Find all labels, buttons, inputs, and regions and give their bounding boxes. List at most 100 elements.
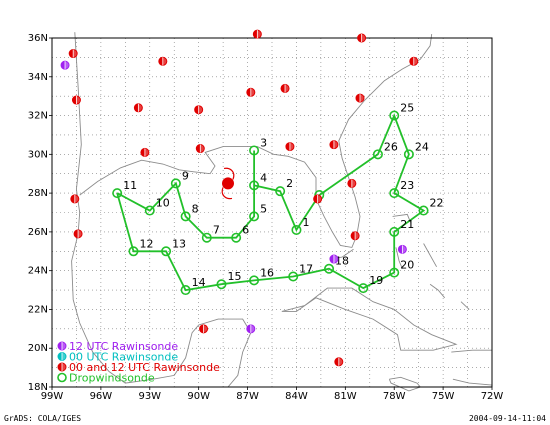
lon-tick-label: 72W [481,391,504,402]
lon-tick-label: 84W [285,391,308,402]
dropwindsonde-label: 4 [260,171,267,184]
rawinsonde-00-12 [350,231,360,241]
dropwindsonde-label: 9 [182,169,189,182]
hurricane-symbol [221,167,235,200]
coastline-segment [429,283,446,299]
dropwindsonde-label: 22 [430,197,444,210]
dropwindsonde-label: 10 [156,197,170,210]
lon-tick-label: 75W [432,391,455,402]
rawinsonde-00-12 [70,194,80,204]
rawinsonde-00-12 [68,49,78,59]
dropwindsonde-label: 18 [335,255,349,268]
dropwindsonde-point [249,275,260,286]
lon-tick-label: 81W [334,391,357,402]
rawinsonde-00-12 [246,87,256,97]
dropwindsonde-label: 26 [384,140,398,153]
rawinsonde-stations [60,29,419,367]
dropwindsonde-point [216,279,227,290]
lon-tick-label: 99W [41,391,64,402]
dropwindsonde-label: 7 [213,224,220,237]
dropwindsonde-point [389,188,400,199]
footer-timestamp: 2004-09-14-11:04 [469,414,546,423]
rawinsonde-00-12 [140,147,150,157]
rawinsonde-00-12 [329,140,339,150]
rawinsonde-00-12 [194,105,204,115]
rawinsonde-00-12 [355,93,365,103]
rawinsonde-00-12 [334,357,344,367]
dropwindsonde-label: 14 [192,276,206,289]
dropwindsonde-label: 16 [260,266,274,279]
coastline-segment [392,213,411,223]
dropwindsonde-point [170,178,181,189]
dropwindsonde-label: 17 [299,262,313,275]
dropwindsonde-point [128,246,139,257]
latitude-tick-labels: 18N 20N 22N 24N 26N 28N 30N 32N 34N 36N [28,33,52,393]
lat-tick-label: 36N [28,33,48,44]
rawinsonde-12 [60,60,70,70]
map-frame [51,37,493,388]
rawinsonde-00-12 [280,83,290,93]
dropwindsonde-label: 12 [139,237,153,250]
lon-tick-label: 93W [138,391,161,402]
dropwindsonde-point [288,271,299,282]
dropwindsonde-point [161,246,172,257]
lon-tick-label: 78W [383,391,406,402]
dropwindsonde-flight-path [116,113,426,292]
dropwindsonde-point [201,232,212,243]
rawinsonde-00-12 [71,95,81,105]
lat-tick-label: 34N [28,72,48,83]
dropwindsonde-point [389,110,400,121]
rawinsonde-00-12 [252,29,262,39]
lon-tick-label: 87W [236,391,259,402]
longitude-tick-labels: 99W 96W 93W 90W 87W 84W 81W 78W 75W 72W [41,387,504,402]
dropwindsonde-label: 13 [172,237,186,250]
rawinsonde-00-12 [357,33,367,43]
coastline-segment [451,349,492,353]
dropwindsonde-point [144,205,155,216]
dropwindsonde-point [249,180,260,191]
coastline-segment [71,32,252,388]
dropwindsonde-point [249,145,260,156]
dropwindsonde-label: 21 [400,218,414,231]
rawinsonde-00-12 [158,56,168,66]
lat-tick-label: 30N [28,149,48,160]
coastline-segment [423,243,437,268]
coastline-segment [395,247,403,269]
dropwindsonde-label: 8 [192,202,199,215]
rawinsonde-00-12 [73,229,83,239]
legend-rawinsonde-icon [57,341,67,351]
dropwindsonde-point [291,224,302,235]
legend-label: 12 UTC Rawinsonde [69,340,178,353]
dropwindsonde-point [231,232,242,243]
dropwindsonde-label: 24 [415,140,429,153]
dropwindsonde-label: 25 [400,102,414,115]
dropwindsonde-point [324,263,335,274]
dropwindsonde-label: 6 [242,224,249,237]
rawinsonde-12 [329,254,339,264]
lat-tick-label: 24N [28,266,48,277]
rawinsonde-00-12 [195,144,205,154]
dropwindsonde-label: 20 [400,259,414,272]
dropwindsonde-label: 1 [302,216,309,229]
dropwindsonde-label: 23 [400,179,414,192]
dropwindsonde-label: 11 [123,179,137,192]
dropwindsonde-point [389,226,400,237]
dropwindsonde-point [403,149,414,160]
dropwindsonde-point [180,285,191,296]
lat-tick-label: 18N [28,382,48,393]
dropwindsonde-label: 15 [227,270,241,283]
rawinsonde-00-12 [199,324,209,334]
dropwindsonde-label: 3 [260,136,267,149]
legend-label: 00 and 12 UTC Rawinsonde [69,361,220,374]
hurricane-icon [221,167,235,200]
coastline-segment [452,378,493,386]
lat-tick-label: 26N [28,227,48,238]
lat-tick-label: 32N [28,111,48,122]
footer-source: GrADS: COLA/IGES [4,414,81,423]
dropwindsonde-point [180,211,191,222]
lat-tick-label: 28N [28,188,48,199]
legend-rawinsonde-icon [57,362,67,372]
lat-tick-label: 20N [28,343,48,354]
dropwindsonde-label: 19 [369,274,383,287]
